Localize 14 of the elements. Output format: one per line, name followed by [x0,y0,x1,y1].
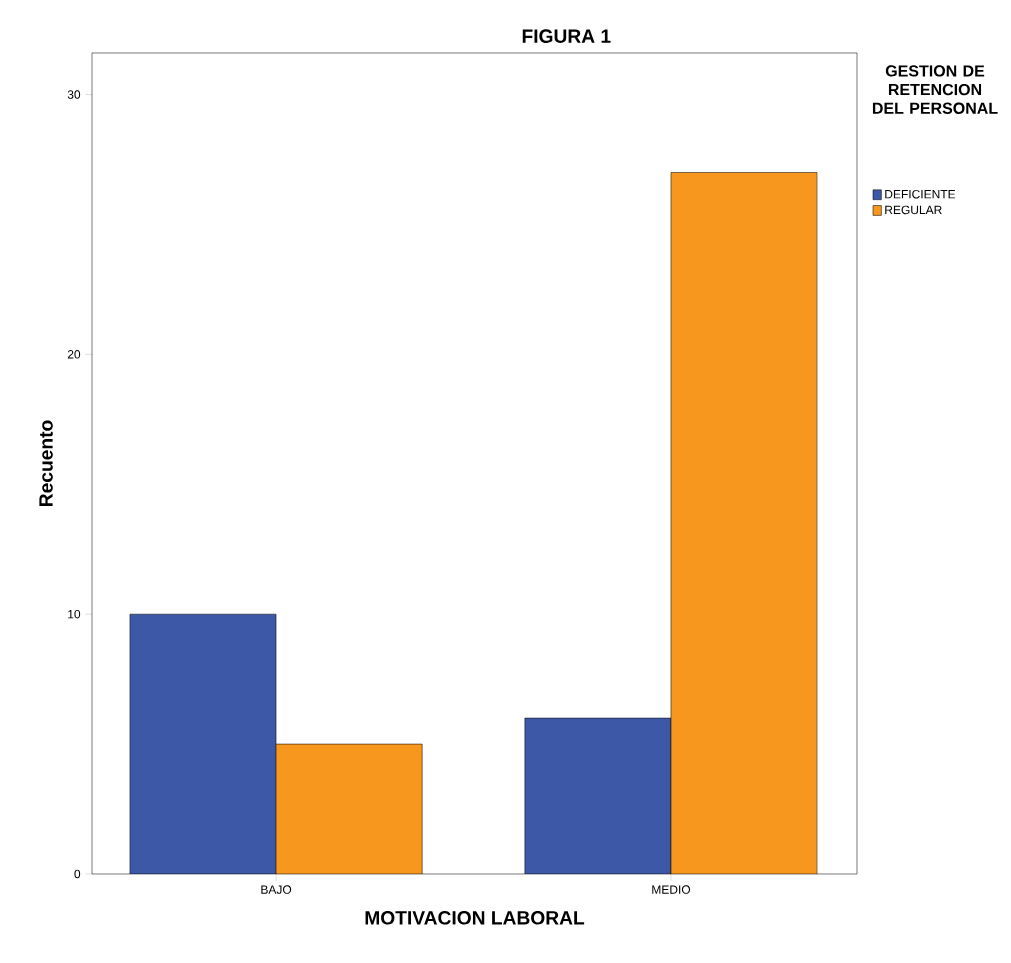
x-tick-label: MEDIO [652,885,691,894]
legend-label: DEFICIENTE [885,189,956,199]
chart-title: FIGURA 1 [522,29,611,43]
y-tick-label: 20 [67,350,81,359]
legend-label: REGULAR [885,205,942,215]
y-tick-label: 10 [68,609,81,619]
x-axis-title: MOTIVACION LABORAL [365,911,585,925]
bar [129,613,277,874]
y-tick-label: 0 [74,869,81,879]
y-tick-label: 30 [67,90,81,99]
bar [524,717,672,874]
x-tick-label: BAJO [261,885,292,894]
legend-title: GESTION DE RETENCION DEL PERSONAL [872,65,998,114]
y-axis-title: Recuento [39,420,53,506]
